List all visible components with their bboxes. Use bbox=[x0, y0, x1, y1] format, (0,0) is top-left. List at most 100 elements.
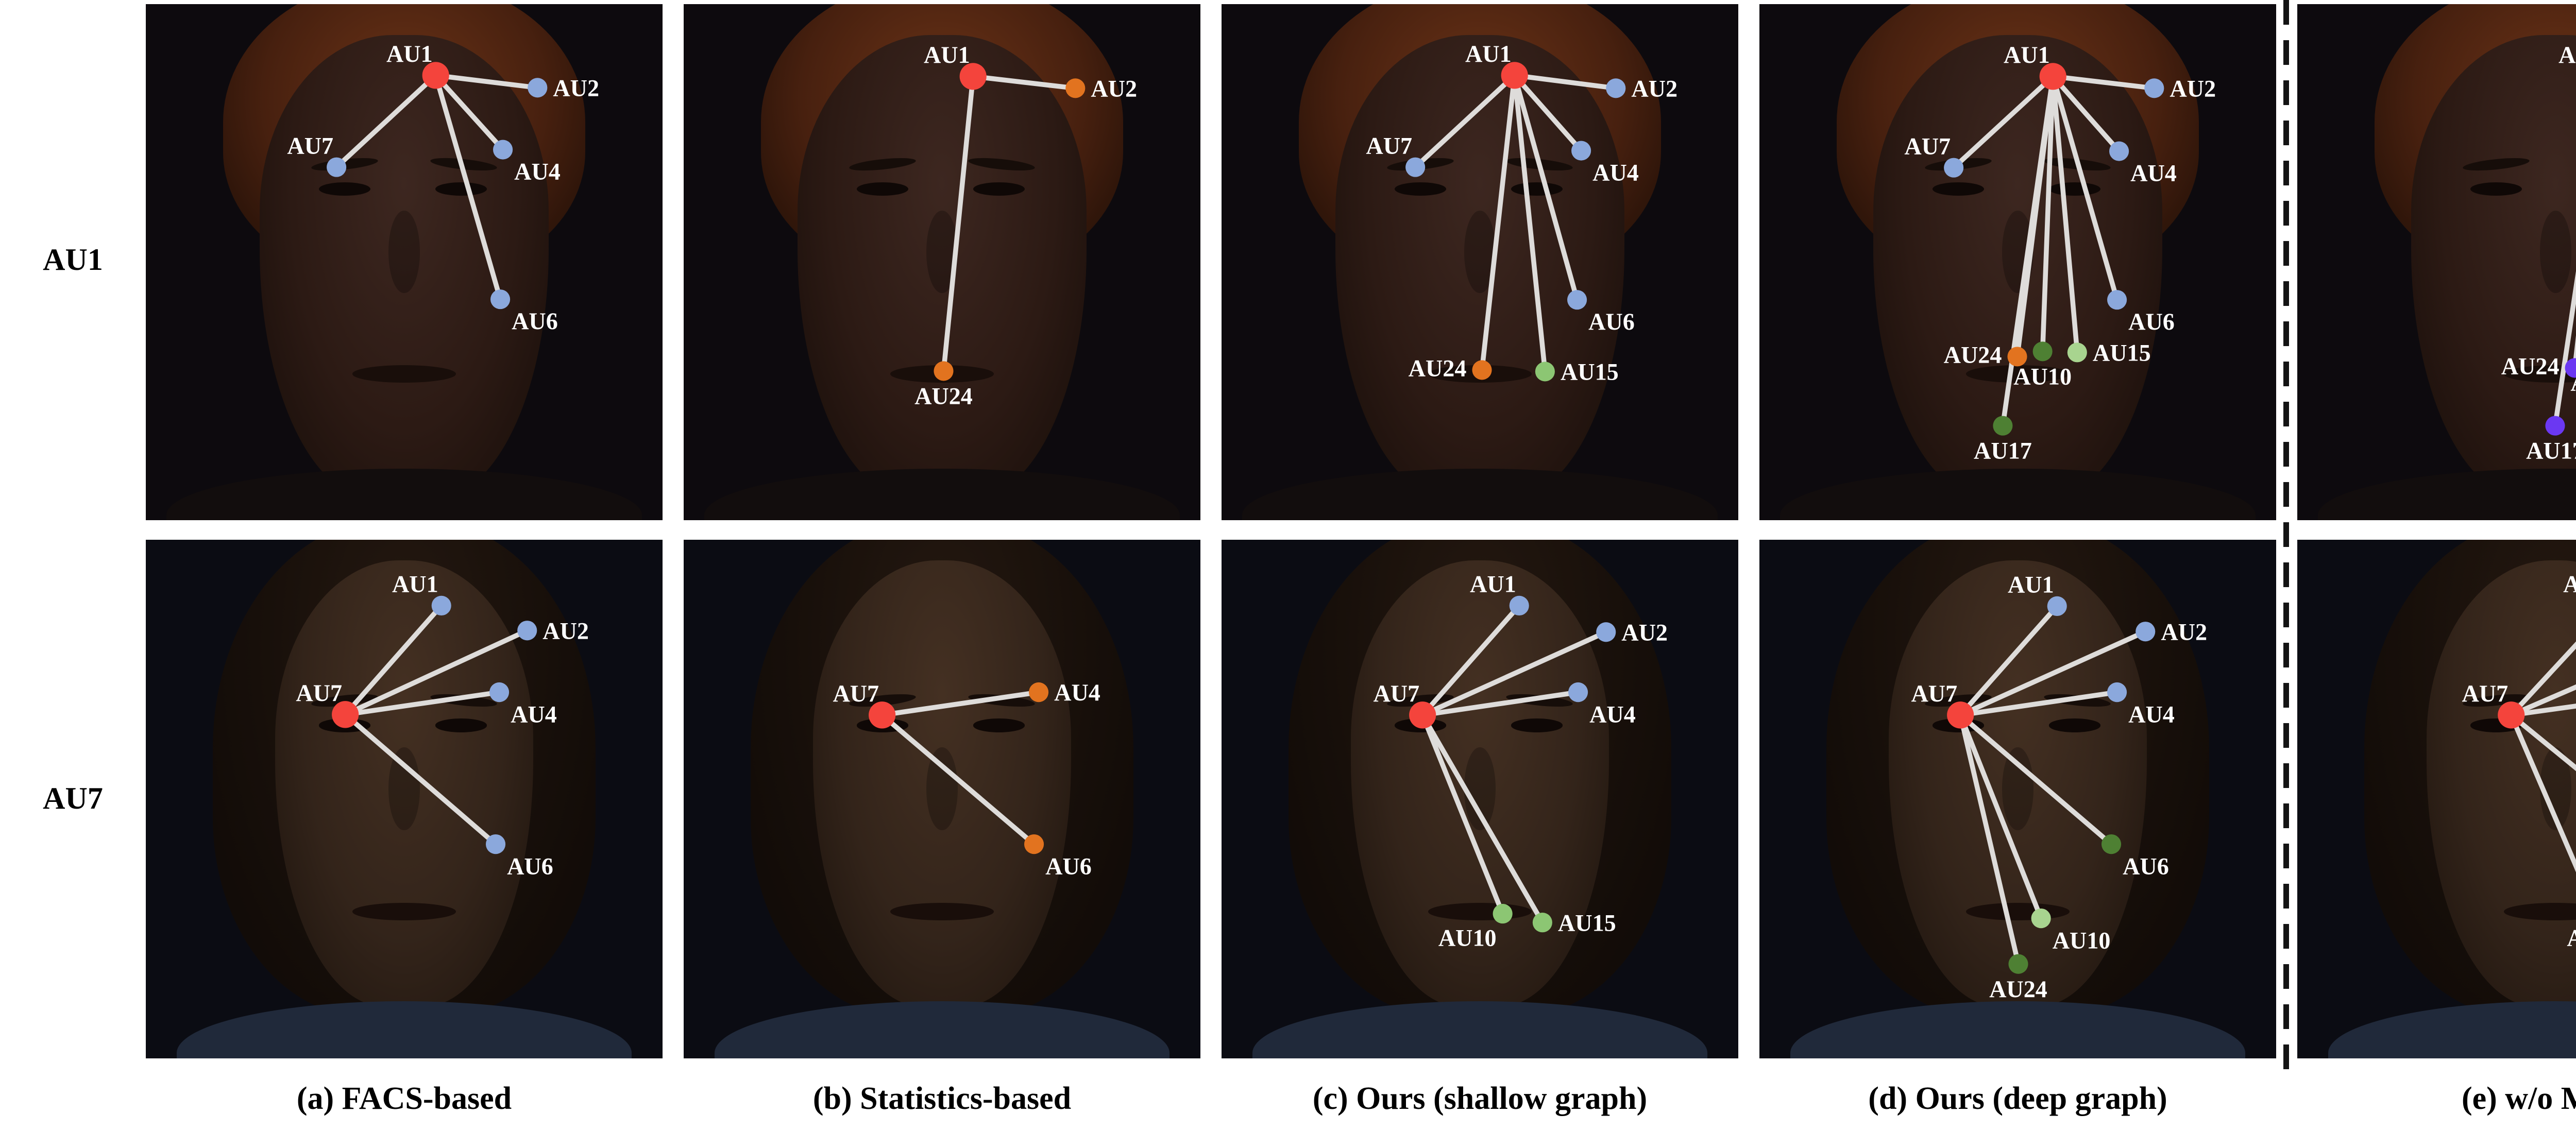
face-photo-man bbox=[2297, 4, 2576, 520]
au-node-label-AU17: AU17 bbox=[1974, 438, 2032, 464]
edge-AU7-AU1 bbox=[1958, 604, 2060, 718]
edge-AU7-AU4 bbox=[343, 690, 502, 717]
edge-AU7-AU4 bbox=[2509, 704, 2576, 718]
au-node-AU10 bbox=[1493, 903, 1513, 924]
au-node-label-AU2: AU2 bbox=[2161, 619, 2207, 645]
au-node-label-AU10: AU10 bbox=[2567, 924, 2576, 951]
eye-right-shape bbox=[2048, 182, 2100, 196]
au-node-AU7 bbox=[327, 157, 347, 177]
mouth-shape bbox=[890, 902, 994, 921]
au-graph: AU2 AU7 AU4 AU6 AU24 AU10 AU15 AU17 AU1 bbox=[1904, 42, 2216, 464]
edge-AU1-AU2 bbox=[1512, 73, 1619, 91]
au-graph: AU1AU2AU4AU6AU10AU7 bbox=[2462, 571, 2576, 951]
face-photo-man bbox=[1759, 4, 2276, 520]
panel-r1c0: AU1 AU2 AU4 AU6 AU7 bbox=[146, 540, 663, 1058]
au-node-label-AU1: AU1 bbox=[386, 41, 433, 67]
au-node-label-AU6: AU6 bbox=[512, 308, 558, 334]
head-shape bbox=[1350, 560, 1609, 1007]
mouth-shape bbox=[352, 902, 456, 921]
au-node-label-AU6: AU6 bbox=[2123, 853, 2169, 879]
head-shape bbox=[1873, 35, 2163, 500]
edge-AU7-AU2 bbox=[1958, 629, 2148, 718]
edge-AU7-AU2 bbox=[1420, 629, 1608, 718]
edge-AU1-AU6 bbox=[1512, 73, 1580, 302]
panel-r0c1: AU2 AU24 AU1 bbox=[684, 4, 1200, 520]
head-shape bbox=[812, 560, 1072, 1007]
au-hub-node-AU7 bbox=[332, 701, 359, 728]
au-hub-node-AU1 bbox=[959, 63, 987, 90]
eye-right-shape bbox=[435, 182, 487, 196]
au-node-AU7 bbox=[1944, 158, 1964, 178]
edge-AU1-AU24 bbox=[941, 74, 976, 374]
face-photo-woman bbox=[2297, 540, 2576, 1058]
head-shape bbox=[1335, 35, 1625, 500]
panel-r0c2: AU2 AU7 AU4 AU6 AU24 AU15 AU1 bbox=[1222, 4, 1738, 520]
au-node-AU6 bbox=[2101, 834, 2122, 854]
au-node-AU24 bbox=[1472, 360, 1492, 380]
au-node-label-AU1: AU1 bbox=[1465, 41, 1512, 67]
au-node-AU6 bbox=[2107, 290, 2127, 310]
edge-AU1-AU6 bbox=[433, 73, 503, 302]
au-node-label-AU15: AU15 bbox=[2093, 339, 2151, 366]
edge-AU7-AU6 bbox=[879, 712, 1037, 847]
au-node-label-AU4: AU4 bbox=[511, 701, 557, 727]
dashed-separator bbox=[2283, 0, 2289, 1074]
au-node-AU17 bbox=[2545, 416, 2565, 436]
au-node-AU2 bbox=[528, 78, 548, 98]
nose-shape bbox=[388, 747, 420, 830]
au-node-AU4 bbox=[1571, 141, 1591, 161]
au-node-label-AU7: AU7 bbox=[833, 680, 879, 707]
au-node-label-AU24: AU24 bbox=[1944, 341, 2002, 368]
face-photo-woman bbox=[146, 540, 663, 1058]
au-node-AU4 bbox=[489, 682, 510, 702]
au-node-AU6 bbox=[1567, 290, 1587, 310]
au-node-label-AU2: AU2 bbox=[2170, 75, 2216, 101]
au-hub-node-AU1 bbox=[422, 62, 449, 89]
row-label-au7: AU7 bbox=[43, 781, 103, 815]
au-node-label-AU24: AU24 bbox=[2501, 353, 2560, 379]
caption-b: (b) Statistics-based bbox=[812, 1081, 1072, 1116]
au-node-AU2 bbox=[1065, 78, 1086, 98]
au-node-label-AU7: AU7 bbox=[1366, 133, 1412, 159]
head-shape bbox=[259, 35, 549, 500]
mouth-shape bbox=[1428, 902, 1532, 921]
au-node-AU4 bbox=[2109, 141, 2129, 161]
au-node-label-AU15: AU15 bbox=[1561, 358, 1619, 385]
au-node-label-AU24: AU24 bbox=[914, 383, 973, 409]
au-node-label-AU15: AU15 bbox=[1558, 910, 1616, 936]
edge-AU1-AU17 bbox=[2552, 271, 2576, 429]
edge-AU7-AU6 bbox=[1958, 712, 2114, 847]
edge-AU7-AU10 bbox=[1958, 712, 2044, 921]
au-graph: AU1 AU2 AU4 AU10 AU15 AU7 bbox=[1373, 571, 1668, 951]
nose-shape bbox=[926, 747, 958, 830]
face-photo-woman bbox=[684, 540, 1200, 1058]
au-node-AU1 bbox=[2047, 596, 2067, 616]
edge-AU1-AU15 bbox=[2050, 74, 2080, 355]
panel-r1c4: AU1AU2AU4AU6AU10AU7 bbox=[2297, 540, 2576, 1058]
au-node-AU24 bbox=[2565, 358, 2576, 378]
au-node-AU7 bbox=[1405, 157, 1426, 177]
au-node-label-AU1: AU1 bbox=[392, 571, 438, 597]
au-node-AU6 bbox=[485, 834, 506, 854]
au-node-AU4 bbox=[1568, 682, 1588, 702]
eye-left-shape bbox=[2470, 182, 2522, 196]
au-node-label-AU4: AU4 bbox=[1054, 679, 1100, 706]
au-graph: AU1 AU2 AU4 AU6 AU7 bbox=[296, 571, 589, 880]
eye-right-shape bbox=[2048, 718, 2100, 732]
au-node-label-AU7: AU7 bbox=[296, 680, 342, 706]
head-shape bbox=[797, 35, 1087, 500]
face-photo-man bbox=[1222, 4, 1738, 520]
au-node-AU4 bbox=[493, 140, 513, 160]
au-node-AU24 bbox=[2007, 347, 2027, 367]
au-node-label-AU2: AU2 bbox=[1091, 75, 1137, 101]
au-hub-node-AU1 bbox=[1501, 62, 1528, 89]
eye-left-shape bbox=[857, 182, 909, 196]
eye-left-shape bbox=[319, 182, 371, 196]
au-node-AU4 bbox=[1029, 682, 1049, 702]
eye-right-shape bbox=[1511, 182, 1563, 196]
au-node-label-AU2: AU2 bbox=[553, 75, 599, 101]
au-node-AU2 bbox=[517, 621, 537, 641]
au-node-label-AU4: AU4 bbox=[2130, 160, 2177, 186]
au-graph: AU2 AU7 AU4 AU6 AU1 bbox=[287, 41, 599, 334]
au-hub-node-AU7 bbox=[2498, 701, 2525, 729]
